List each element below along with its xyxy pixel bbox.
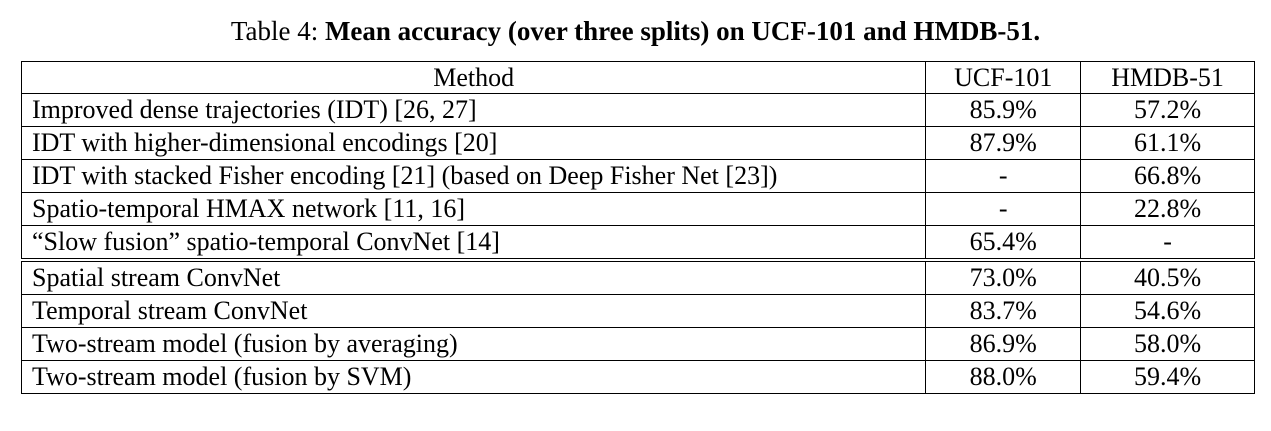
hmdb51-cell: 22.8% <box>1080 192 1255 226</box>
ucf101-cell: 85.9% <box>925 93 1082 127</box>
table-row: Spatial stream ConvNet 73.0% 40.5% <box>20 258 1255 295</box>
hmdb51-cell: 54.6% <box>1080 294 1255 328</box>
hmdb51-cell: 58.0% <box>1080 327 1255 361</box>
method-cell: Spatio-temporal HMAX network [11, 16] <box>20 192 927 226</box>
caption-title: Mean accuracy (over three splits) on UCF… <box>324 16 1041 46</box>
method-cell: Spatial stream ConvNet <box>20 258 927 295</box>
header-hmdb51: HMDB-51 <box>1080 61 1255 94</box>
hmdb51-cell: 59.4% <box>1080 360 1255 394</box>
table-row: Temporal stream ConvNet 83.7% 54.6% <box>20 294 1255 328</box>
table-caption: Table 4: Mean accuracy (over three split… <box>0 14 1271 48</box>
table-row: IDT with stacked Fisher encoding [21] (b… <box>20 159 1255 193</box>
table-row: IDT with higher-dimensional encodings [2… <box>20 126 1255 160</box>
method-cell: IDT with higher-dimensional encodings [2… <box>20 126 927 160</box>
ucf101-cell: 65.4% <box>925 225 1082 261</box>
hmdb51-cell: 66.8% <box>1080 159 1255 193</box>
ucf101-cell: 73.0% <box>925 258 1082 295</box>
method-cell: IDT with stacked Fisher encoding [21] (b… <box>20 159 927 193</box>
table-row: Spatio-temporal HMAX network [11, 16] - … <box>20 192 1255 226</box>
ucf101-cell: - <box>925 159 1082 193</box>
table-row: Two-stream model (fusion by averaging) 8… <box>20 327 1255 361</box>
hmdb51-cell: - <box>1080 225 1255 261</box>
hmdb51-cell: 57.2% <box>1080 93 1255 127</box>
ucf101-cell: 86.9% <box>925 327 1082 361</box>
ucf101-cell: 87.9% <box>925 126 1082 160</box>
ucf101-cell: 83.7% <box>925 294 1082 328</box>
table-header-row: Method UCF-101 HMDB-51 <box>20 61 1255 94</box>
table-row: Two-stream model (fusion by SVM) 88.0% 5… <box>20 360 1255 394</box>
header-ucf101: UCF-101 <box>925 61 1082 94</box>
method-cell: Temporal stream ConvNet <box>20 294 927 328</box>
header-method: Method <box>20 61 927 94</box>
method-cell: Two-stream model (fusion by SVM) <box>20 360 927 394</box>
method-cell: “Slow fusion” spatio-temporal ConvNet [1… <box>20 225 927 261</box>
caption-prefix: Table 4: <box>230 16 325 46</box>
hmdb51-cell: 40.5% <box>1080 258 1255 295</box>
table-row: “Slow fusion” spatio-temporal ConvNet [1… <box>20 225 1255 261</box>
ucf101-cell: - <box>925 192 1082 226</box>
table-row: Improved dense trajectories (IDT) [26, 2… <box>20 93 1255 127</box>
method-cell: Two-stream model (fusion by averaging) <box>20 327 927 361</box>
method-cell: Improved dense trajectories (IDT) [26, 2… <box>20 93 927 127</box>
hmdb51-cell: 61.1% <box>1080 126 1255 160</box>
results-table: Method UCF-101 HMDB-51 Improved dense tr… <box>20 61 1255 394</box>
ucf101-cell: 88.0% <box>925 360 1082 394</box>
